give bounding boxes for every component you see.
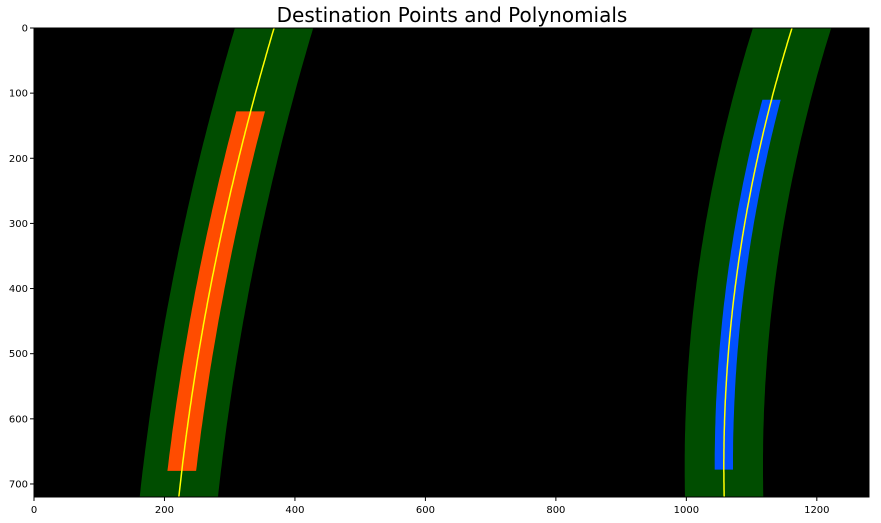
right-lane-pixels — [714, 99, 781, 470]
plot-frame — [33, 27, 870, 498]
y-tick-label: 100 — [9, 89, 28, 100]
x-tick-label: 1200 — [804, 505, 829, 516]
x-tick-label: 800 — [546, 505, 565, 516]
left-lane-polynomial — [178, 27, 275, 498]
right-lane-polynomial — [723, 27, 793, 498]
y-tick-label: 400 — [9, 284, 28, 295]
x-tick-label: 200 — [155, 505, 174, 516]
x-tick-label: 0 — [31, 505, 37, 516]
lane-points — [167, 99, 781, 471]
chart-title: Destination Points and Polynomials — [277, 3, 628, 27]
y-tick-label: 0 — [22, 24, 28, 35]
y-tick-label: 700 — [9, 479, 28, 490]
x-axis: 0 200 400 600 800 1000 1200 — [31, 497, 830, 516]
y-tick-label: 300 — [9, 219, 28, 230]
y-tick-label: 200 — [9, 154, 28, 165]
y-axis: 0 100 200 300 400 500 600 700 — [9, 24, 34, 490]
y-tick-label: 500 — [9, 349, 28, 360]
y-tick-label: 600 — [9, 414, 28, 425]
lane-polynomials — [178, 27, 793, 498]
left-lane-pixels — [167, 111, 265, 471]
x-tick-label: 400 — [285, 505, 304, 516]
x-tick-label: 1000 — [674, 505, 699, 516]
x-tick-label: 600 — [416, 505, 435, 516]
